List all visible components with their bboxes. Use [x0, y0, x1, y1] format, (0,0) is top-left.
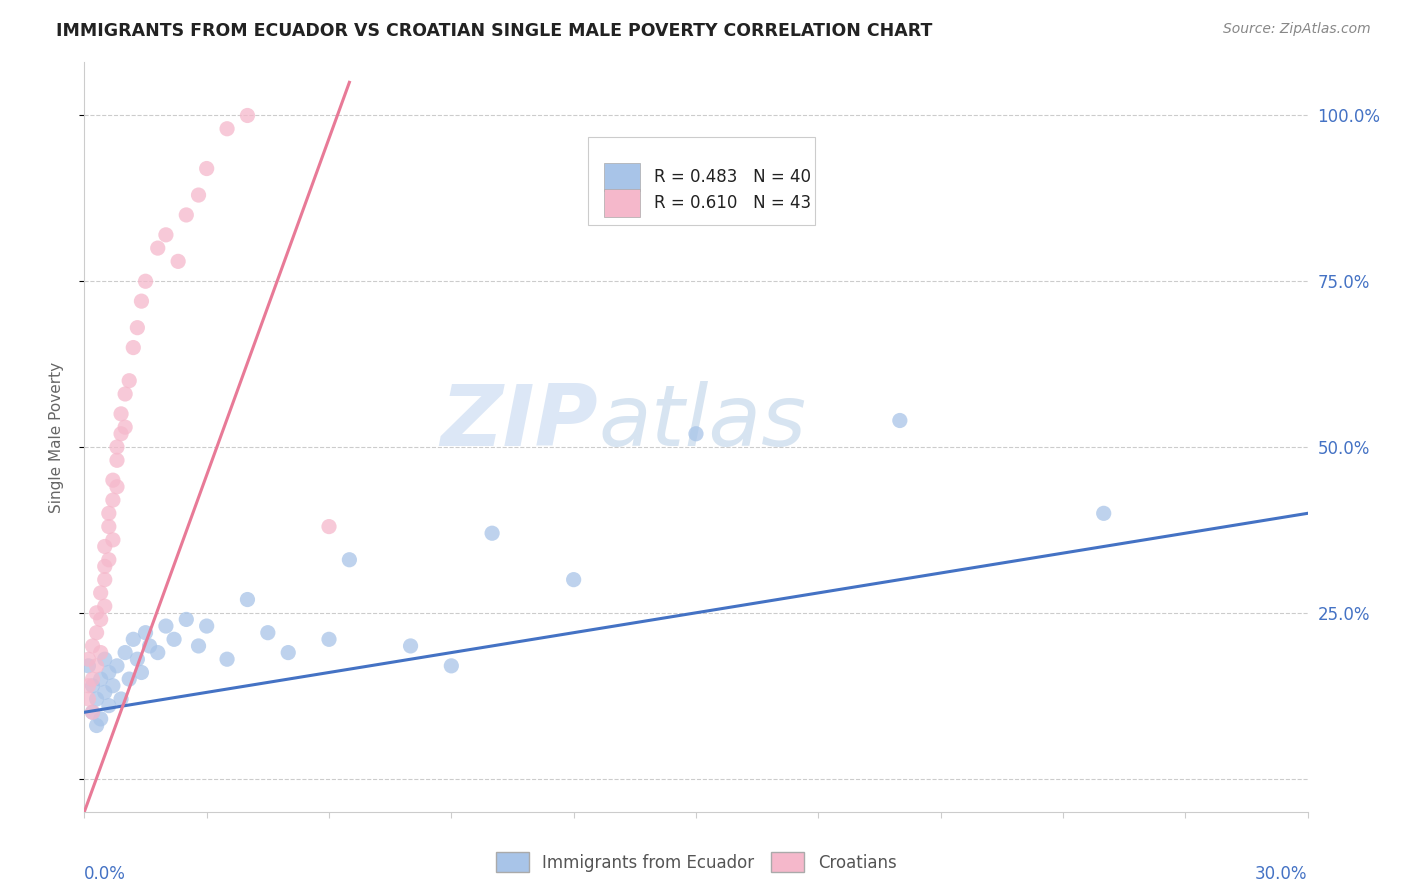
Text: Source: ZipAtlas.com: Source: ZipAtlas.com	[1223, 22, 1371, 37]
Text: 0.0%: 0.0%	[84, 864, 127, 883]
Point	[90, 586, 112, 600]
Point	[118, 374, 141, 388]
Point	[101, 679, 124, 693]
Y-axis label: Single Male Poverty: Single Male Poverty	[49, 361, 63, 513]
Text: 30.0%: 30.0%	[1256, 864, 1308, 883]
Text: R = 0.610   N = 43: R = 0.610 N = 43	[654, 194, 811, 212]
Point	[131, 665, 153, 680]
Point	[135, 274, 157, 288]
Point	[90, 672, 112, 686]
Point	[195, 161, 218, 176]
Point	[90, 712, 112, 726]
Point	[93, 559, 115, 574]
Text: IMMIGRANTS FROM ECUADOR VS CROATIAN SINGLE MALE POVERTY CORRELATION CHART: IMMIGRANTS FROM ECUADOR VS CROATIAN SING…	[56, 22, 932, 40]
Point	[155, 619, 177, 633]
Point	[146, 646, 169, 660]
Point	[399, 639, 422, 653]
Point	[101, 533, 124, 547]
Point	[174, 208, 197, 222]
Point	[127, 320, 149, 334]
Point	[110, 692, 132, 706]
Point	[93, 573, 115, 587]
Point	[86, 658, 108, 673]
Point	[110, 426, 132, 441]
Point	[86, 606, 108, 620]
Legend: Immigrants from Ecuador, Croatians: Immigrants from Ecuador, Croatians	[489, 846, 903, 879]
Point	[105, 453, 128, 467]
Point	[93, 599, 115, 614]
Point	[90, 612, 112, 626]
Point	[82, 705, 104, 719]
Point	[163, 632, 186, 647]
Point	[685, 426, 707, 441]
Point	[114, 387, 136, 401]
Point	[105, 440, 128, 454]
Point	[97, 519, 120, 533]
Point	[562, 573, 585, 587]
Point	[105, 658, 128, 673]
Point	[105, 480, 128, 494]
Point	[122, 632, 145, 647]
Point	[86, 718, 108, 732]
Point	[77, 652, 100, 666]
Point	[155, 227, 177, 242]
Point	[82, 672, 104, 686]
Point	[97, 665, 120, 680]
Point	[77, 679, 100, 693]
Point	[97, 506, 120, 520]
Text: R = 0.483   N = 40: R = 0.483 N = 40	[654, 168, 811, 186]
Point	[97, 698, 120, 713]
Point	[339, 553, 361, 567]
Text: atlas: atlas	[598, 381, 806, 464]
Point	[93, 540, 115, 554]
Point	[118, 672, 141, 686]
Point	[217, 121, 239, 136]
Point	[77, 692, 100, 706]
Point	[82, 679, 104, 693]
Point	[101, 473, 124, 487]
Point	[195, 619, 218, 633]
Point	[277, 646, 299, 660]
Point	[236, 592, 259, 607]
Point	[187, 639, 209, 653]
Point	[187, 188, 209, 202]
Point	[167, 254, 190, 268]
Point	[174, 612, 197, 626]
Point	[135, 625, 157, 640]
Point	[257, 625, 280, 640]
Point	[114, 646, 136, 660]
Point	[101, 493, 124, 508]
Point	[110, 407, 132, 421]
Point	[440, 658, 463, 673]
Point	[1092, 506, 1115, 520]
Point	[93, 652, 115, 666]
Point	[77, 658, 100, 673]
Point	[318, 632, 340, 647]
Point	[481, 526, 503, 541]
Point	[217, 652, 239, 666]
Text: ZIP: ZIP	[440, 381, 598, 464]
Point	[131, 294, 153, 309]
Point	[146, 241, 169, 255]
Point	[86, 625, 108, 640]
Point	[114, 420, 136, 434]
Point	[889, 413, 911, 427]
Point	[318, 519, 340, 533]
Point	[93, 685, 115, 699]
Point	[127, 652, 149, 666]
Point	[90, 646, 112, 660]
Point	[236, 108, 259, 122]
Point	[82, 705, 104, 719]
Point	[122, 341, 145, 355]
Point	[86, 692, 108, 706]
Point	[138, 639, 160, 653]
Point	[82, 639, 104, 653]
Point	[97, 553, 120, 567]
